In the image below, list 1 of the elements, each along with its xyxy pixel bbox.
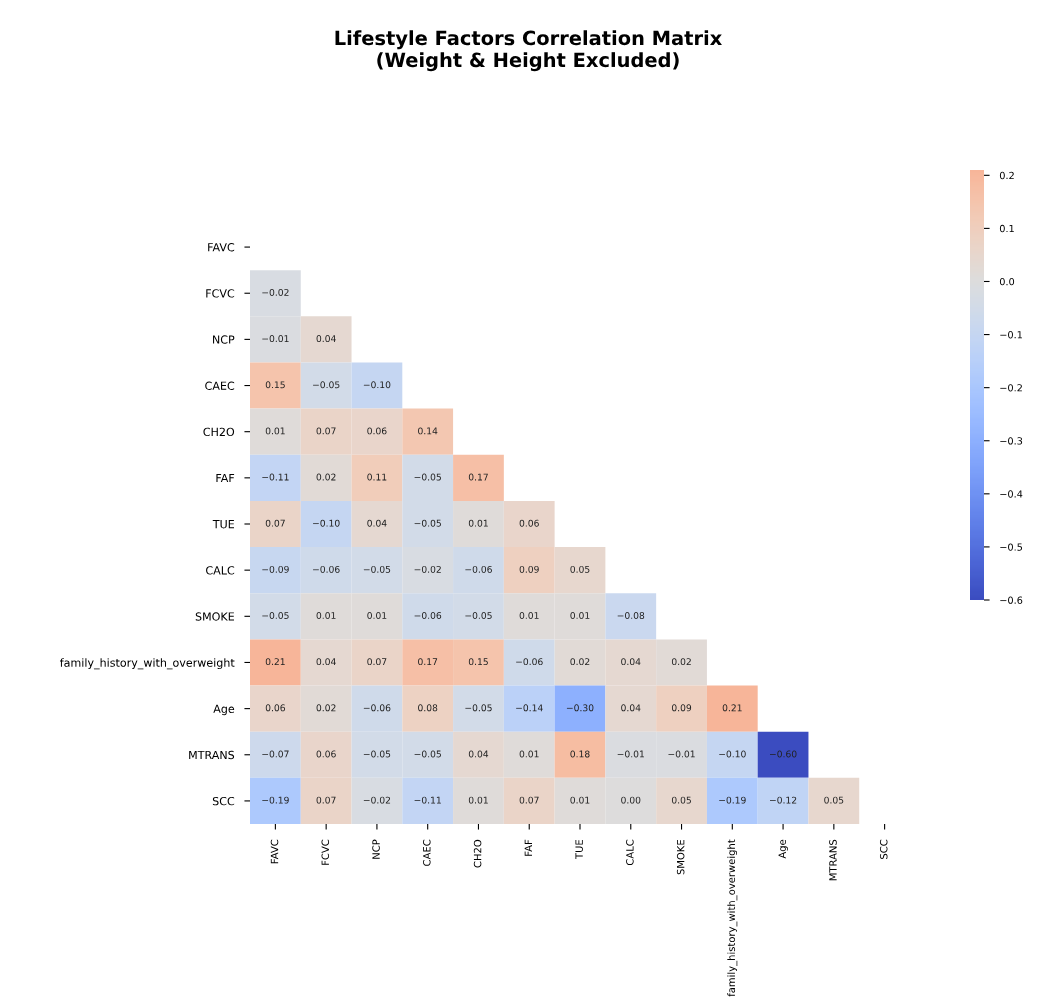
chart-title: Lifestyle Factors Correlation Matrix (Weight & Height Excluded)	[335, 30, 722, 72]
